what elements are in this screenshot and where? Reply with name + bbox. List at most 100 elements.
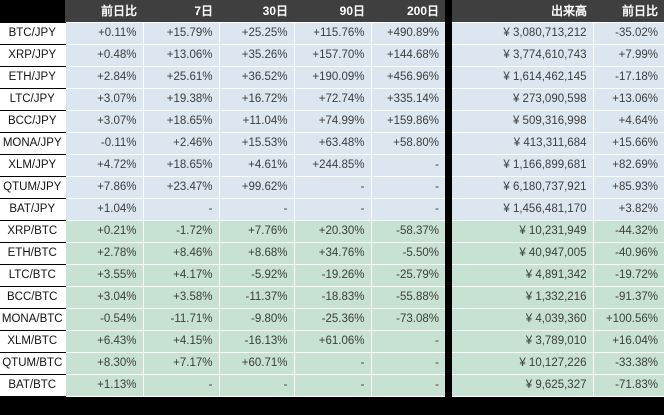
- table-cell: -: [218, 374, 294, 397]
- column-divider: [445, 198, 452, 220]
- volume-cell: ¥ 40,947,005: [452, 242, 593, 265]
- table-cell: +61.06%: [293, 330, 371, 353]
- table-cell: +60.71%: [218, 352, 294, 375]
- pair-label: XLM/JPY: [0, 154, 65, 177]
- table-row: LTC/BTC +3.55% +4.17% -5.92% -19.26% -25.79% ¥…: [0, 264, 664, 287]
- table-cell: -: [142, 198, 219, 221]
- volume-cell: ¥ 3,789,010: [452, 330, 593, 353]
- table-cell: +16.04%: [592, 330, 664, 353]
- table-cell: +3.04%: [64, 286, 143, 309]
- col-header-volume: 出来高: [452, 0, 593, 23]
- table-cell: +34.76%: [293, 242, 371, 265]
- corner-cell: [0, 0, 65, 23]
- table-cell: +2.46%: [142, 132, 219, 155]
- table-cell: -71.83%: [592, 374, 664, 397]
- table-cell: +1.13%: [64, 374, 143, 397]
- table-cell: -58.37%: [370, 220, 445, 243]
- table-cell: -: [293, 198, 371, 221]
- column-divider: [445, 176, 452, 198]
- table-cell: +11.04%: [218, 110, 294, 133]
- table-cell: +2.78%: [64, 242, 143, 265]
- table-row: BAT/BTC +1.13% - - - - ¥ 9,625,327 -71.83%: [0, 374, 664, 397]
- table-row: MONA/BTC -0.54% -11.71% -9.80% -25.36% -73.08…: [0, 308, 664, 331]
- table-cell: -11.37%: [218, 286, 294, 309]
- table-cell: -55.88%: [370, 286, 445, 309]
- table-cell: -9.80%: [218, 308, 294, 331]
- pair-label: ETH/BTC: [0, 242, 65, 265]
- table-cell: +15.79%: [142, 22, 219, 45]
- table-cell: +72.74%: [293, 88, 371, 111]
- table-cell: -: [293, 176, 371, 199]
- col-header-200d: 200日: [371, 0, 445, 23]
- table-cell: +7.76%: [218, 220, 294, 243]
- table-cell: +25.25%: [218, 22, 294, 45]
- col-header-90d: 90日: [294, 0, 371, 23]
- table-cell: +15.53%: [218, 132, 294, 155]
- pair-label: MONA/BTC: [0, 308, 65, 331]
- pair-label: BAT/BTC: [0, 374, 65, 397]
- table-cell: -: [142, 374, 219, 397]
- table-cell: -: [293, 352, 371, 375]
- table-cell: -16.13%: [218, 330, 294, 353]
- table-cell: +85.93%: [592, 176, 664, 199]
- column-divider: [445, 22, 452, 44]
- header-row: 前日比 7日 30日 90日 200日 出来高 前日比: [0, 0, 664, 23]
- table-cell: -: [218, 198, 294, 221]
- pair-label: LTC/JPY: [0, 88, 65, 111]
- column-divider: [445, 0, 452, 22]
- table-cell: +36.52%: [218, 66, 294, 89]
- table-cell: +0.21%: [64, 220, 143, 243]
- table-row: ETH/JPY +2.84% +25.61% +36.52% +190.09% +456.…: [0, 66, 664, 89]
- table-cell: +20.30%: [293, 220, 371, 243]
- volume-cell: ¥ 273,090,598: [452, 88, 593, 111]
- table-row: MONA/JPY -0.11% +2.46% +15.53% +63.48% +58.80…: [0, 132, 664, 155]
- table-cell: -: [370, 330, 445, 353]
- table-cell: +115.76%: [293, 22, 371, 45]
- table-cell: +100.56%: [592, 308, 664, 331]
- table-cell: -: [370, 198, 445, 221]
- table-cell: -40.96%: [592, 242, 664, 265]
- table-cell: +1.04%: [64, 198, 143, 221]
- table-row: BCC/BTC +3.04% +3.58% -11.37% -18.83% -55.88%…: [0, 286, 664, 309]
- pair-label: BTC/JPY: [0, 22, 65, 45]
- column-divider: [445, 220, 452, 242]
- volume-cell: ¥ 10,127,226: [452, 352, 593, 375]
- table-cell: +244.85%: [293, 154, 371, 177]
- volume-cell: ¥ 9,625,327: [452, 374, 593, 397]
- table-cell: +144.68%: [370, 44, 445, 67]
- table-cell: -1.72%: [142, 220, 219, 243]
- col-header-7d: 7日: [143, 0, 219, 23]
- table-header: 前日比 7日 30日 90日 200日 出来高 前日比: [0, 0, 664, 23]
- table-cell: -0.54%: [64, 308, 143, 331]
- table-cell: -11.71%: [142, 308, 219, 331]
- table-cell: +19.38%: [142, 88, 219, 111]
- table-row: ETH/BTC +2.78% +8.46% +8.68% +34.76% -5.50% ¥ …: [0, 242, 664, 265]
- column-divider: [445, 110, 452, 132]
- table-row: XRP/BTC +0.21% -1.72% +7.76% +20.30% -58.37% ¥…: [0, 220, 664, 243]
- table-cell: +2.84%: [64, 66, 143, 89]
- table-cell: +4.64%: [592, 110, 664, 133]
- table-cell: +3.58%: [142, 286, 219, 309]
- table-cell: -44.32%: [592, 220, 664, 243]
- table-cell: +18.65%: [142, 110, 219, 133]
- volume-cell: ¥ 1,332,216: [452, 286, 593, 309]
- table-row: QTUM/JPY +7.86% +23.47% +99.62% - - ¥ 6,180,73…: [0, 176, 664, 199]
- table-cell: +15.66%: [592, 132, 664, 155]
- volume-cell: ¥ 509,316,998: [452, 110, 593, 133]
- table-cell: +7.86%: [64, 176, 143, 199]
- table-row: QTUM/BTC +8.30% +7.17% +60.71% - - ¥ 10,127,22…: [0, 352, 664, 375]
- column-divider: [445, 154, 452, 176]
- table-cell: -91.37%: [592, 286, 664, 309]
- table-cell: +18.65%: [142, 154, 219, 177]
- table-cell: +0.11%: [64, 22, 143, 45]
- table-cell: -0.11%: [64, 132, 143, 155]
- table-cell: -19.26%: [293, 264, 371, 287]
- table-cell: +490.89%: [370, 22, 445, 45]
- col-header-30d: 30日: [219, 0, 294, 23]
- table-cell: +58.80%: [370, 132, 445, 155]
- table-cell: +6.43%: [64, 330, 143, 353]
- table-row: XLM/BTC +6.43% +4.15% -16.13% +61.06% - ¥ 3,78…: [0, 330, 664, 353]
- market-table: 前日比 7日 30日 90日 200日 出来高 前日比 BTC/JPY +0.11…: [0, 0, 664, 397]
- table-cell: -: [370, 352, 445, 375]
- table-cell: +8.68%: [218, 242, 294, 265]
